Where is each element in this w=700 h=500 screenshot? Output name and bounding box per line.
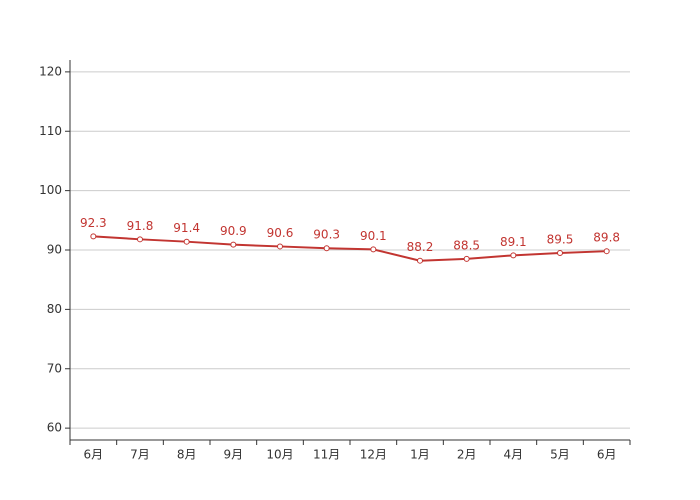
point xyxy=(90,233,97,240)
value-label: 88.2 xyxy=(407,240,434,254)
x-tick-label: 10月 xyxy=(266,448,293,462)
value-label: 90.6 xyxy=(267,226,294,240)
value-label: 90.3 xyxy=(313,228,340,242)
point xyxy=(557,249,563,256)
value-label: 89.8 xyxy=(593,231,620,245)
y-tick-label: 110 xyxy=(39,124,62,138)
value-label: 90.9 xyxy=(220,224,247,238)
value-label: 90.1 xyxy=(360,229,387,243)
x-tick-label: 11月 xyxy=(313,448,340,462)
point xyxy=(603,248,610,255)
x-tick-label: 4月 xyxy=(504,448,524,462)
x-tick-label: 6月 xyxy=(597,448,617,462)
y-tick-label: 70 xyxy=(47,361,62,375)
y-tick-label: 120 xyxy=(39,64,62,78)
point xyxy=(323,245,330,252)
point xyxy=(137,236,143,243)
x-tick-label: 1月 xyxy=(410,448,430,462)
point xyxy=(417,257,423,264)
y-tick-label: 100 xyxy=(39,183,62,197)
point xyxy=(277,243,283,250)
value-label: 91.4 xyxy=(173,221,200,235)
value-label: 92.3 xyxy=(80,216,107,230)
point xyxy=(183,238,190,245)
x-tick-label: 6月 xyxy=(84,448,104,462)
y-tick-label: 80 xyxy=(47,302,62,316)
x-tick-label: 7月 xyxy=(130,448,150,462)
point xyxy=(463,255,470,262)
point xyxy=(230,241,237,248)
value-label: 91.8 xyxy=(127,219,154,233)
value-label: 88.5 xyxy=(453,238,480,252)
value-label: 89.5 xyxy=(547,232,574,246)
line xyxy=(93,235,607,262)
y-tick-label: 60 xyxy=(47,421,62,435)
y-tick-label: 90 xyxy=(47,243,62,257)
x-tick-label: 12月 xyxy=(360,448,387,462)
x-tick-label: 5月 xyxy=(550,448,570,462)
point xyxy=(370,246,377,253)
x-tick-label: 8月 xyxy=(177,448,197,462)
x-tick-label: 9月 xyxy=(224,448,244,462)
x-tick-label: 2月 xyxy=(457,448,477,462)
value-label: 89.1 xyxy=(500,235,527,249)
point xyxy=(510,252,517,259)
